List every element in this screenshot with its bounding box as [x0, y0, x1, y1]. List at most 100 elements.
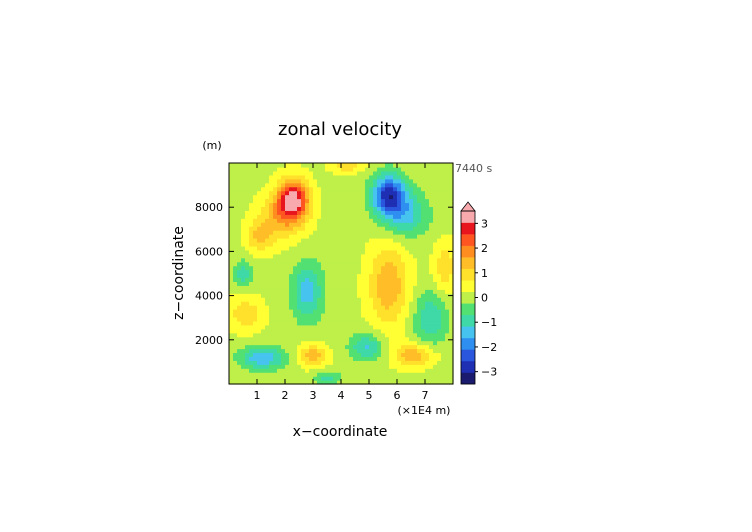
field-cell [321, 237, 326, 243]
field-cell [329, 372, 334, 377]
field-cell [381, 265, 386, 271]
field-cell [337, 245, 342, 251]
field-cell [425, 230, 430, 235]
field-cell [241, 170, 246, 176]
field-cell [353, 344, 358, 350]
field-cell [385, 348, 390, 354]
field-cell [341, 166, 346, 172]
field-cell [229, 320, 234, 326]
field-cell [393, 222, 398, 227]
field-cell [449, 344, 454, 350]
field-cell [245, 261, 250, 267]
field-cell [349, 344, 354, 350]
field-cell [313, 218, 318, 223]
field-cell [401, 245, 406, 251]
field-cell [265, 344, 270, 350]
field-cell [337, 380, 342, 385]
field-cell [365, 368, 370, 373]
field-cell [421, 257, 426, 263]
field-cell [325, 214, 330, 219]
field-cell [349, 253, 354, 259]
field-cell [273, 163, 278, 168]
field-cell [293, 368, 298, 373]
field-cell [397, 364, 402, 369]
field-cell [309, 237, 314, 243]
field-cell [357, 289, 362, 294]
field-cell [241, 206, 246, 211]
field-cell [249, 206, 254, 211]
field-cell [305, 273, 310, 279]
field-cell [305, 360, 310, 365]
field-cell [313, 249, 318, 255]
field-cell [265, 336, 270, 342]
field-cell [249, 253, 254, 259]
field-cell [441, 202, 446, 208]
field-cell [305, 237, 310, 243]
field-cell [305, 316, 310, 322]
field-cell [249, 245, 254, 251]
field-cell [273, 312, 278, 318]
field-cell [241, 237, 246, 243]
field-cell [365, 265, 370, 271]
field-cell [333, 277, 338, 282]
field-cell [353, 297, 358, 302]
field-cell [377, 194, 382, 200]
field-cell [385, 289, 390, 294]
field-cell [245, 234, 250, 239]
field-cell [377, 376, 382, 381]
field-cell [269, 320, 274, 326]
field-cell [253, 356, 258, 361]
field-cell [349, 340, 354, 346]
field-cell [421, 269, 426, 275]
field-cell [269, 360, 274, 365]
field-cell [425, 226, 430, 231]
field-cell [425, 206, 430, 211]
field-cell [301, 194, 306, 200]
field-cell [337, 214, 342, 219]
field-cell [281, 178, 286, 184]
field-cell [281, 336, 286, 342]
field-cell [297, 170, 302, 176]
field-cell [441, 214, 446, 219]
field-cell [301, 226, 306, 231]
field-cell [313, 301, 318, 306]
x-tick-label: 7 [422, 389, 429, 402]
field-cell [269, 316, 274, 322]
field-cell [413, 277, 418, 282]
field-cell [297, 305, 302, 310]
field-cell [429, 352, 434, 357]
field-cell [329, 265, 334, 271]
field-cell [353, 218, 358, 223]
field-cell [257, 328, 262, 334]
field-cell [289, 182, 294, 188]
field-cell [369, 218, 374, 223]
field-cell [353, 328, 358, 334]
field-cell [337, 324, 342, 330]
field-cell [425, 368, 430, 373]
field-cell [365, 269, 370, 275]
field-cell [441, 309, 446, 314]
field-cell [397, 182, 402, 188]
field-cell [425, 198, 430, 204]
field-cell [373, 281, 378, 286]
field-cell [365, 320, 370, 326]
field-cell [313, 222, 318, 227]
field-cell [405, 190, 410, 196]
field-cell [253, 360, 258, 365]
field-cell [429, 261, 434, 267]
field-cell [413, 305, 418, 310]
field-cell [293, 206, 298, 211]
field-cell [289, 170, 294, 176]
field-cell [405, 226, 410, 231]
field-cell [237, 186, 242, 192]
field-cell [361, 340, 366, 346]
field-cell [445, 336, 450, 342]
field-cell [333, 166, 338, 172]
field-cell [297, 218, 302, 223]
field-cell [361, 316, 366, 322]
field-cell [377, 198, 382, 204]
field-cell [345, 218, 350, 223]
field-cell [297, 372, 302, 377]
field-cell [253, 352, 258, 357]
field-cell [373, 380, 378, 385]
